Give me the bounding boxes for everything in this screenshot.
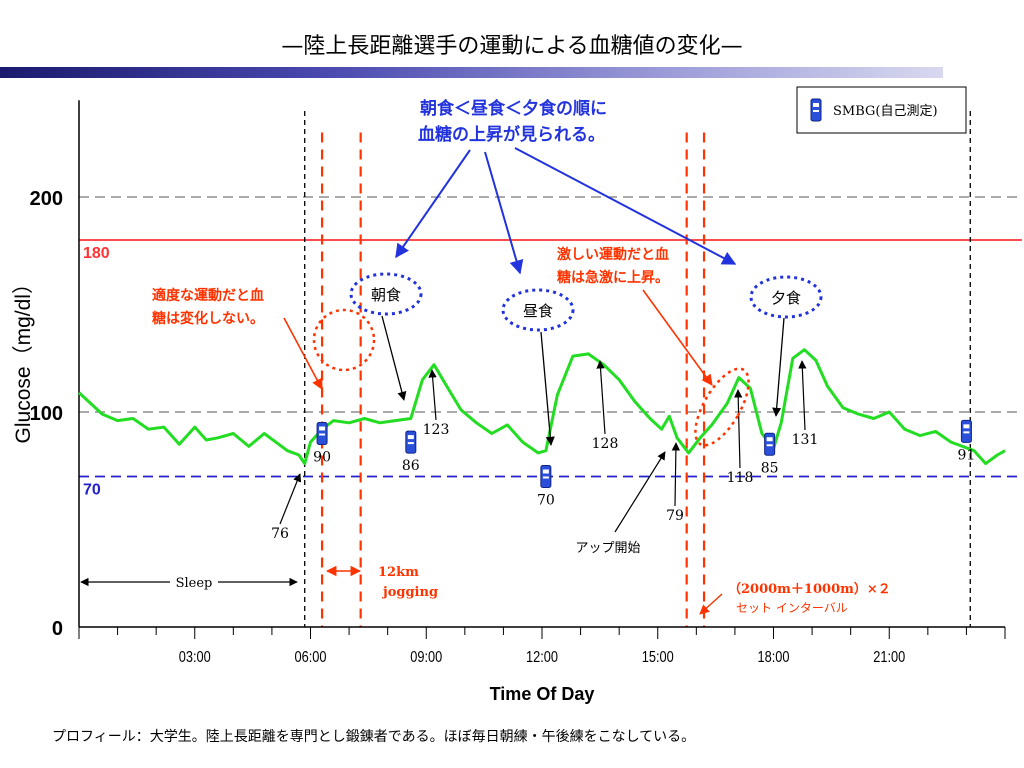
x-tick-label: 18:00 [758, 649, 790, 667]
intense-note-line2: 糖は急激に上昇。 [557, 269, 669, 286]
meal-trend-note-line2: 血糖の上昇が見られる。 [418, 124, 605, 145]
meal-ellipse [349, 272, 423, 316]
moderate-exercise-ellipse [312, 308, 376, 372]
smbg-meter-button [407, 442, 414, 445]
x-axis-title: Time Of Day [490, 684, 595, 704]
intense-note-arrow [642, 289, 713, 386]
title-bar [0, 67, 943, 78]
peak-value-label: 123 [423, 422, 450, 438]
grid-layer: 180 70 [79, 196, 1022, 499]
y-tick-label: 200 [30, 188, 63, 210]
peak-value-label: 79 [666, 508, 684, 524]
x-tick-label: 09:00 [410, 649, 442, 667]
profile-footer: プロフィール：大学生。陸上長距離を専門とし鍛錬者である。ほぼ毎日朝練・午後練をこ… [52, 729, 696, 745]
smbg-meter-screen [542, 469, 549, 474]
moderate-note-arrow [283, 317, 323, 390]
smbg-meter-button [319, 433, 326, 436]
peak-value-label: 76 [271, 526, 289, 542]
smbg-value-label: 70 [537, 493, 555, 509]
smbg-meter-button [542, 476, 549, 479]
series-layer [77, 348, 1006, 488]
jogging-distance: 12km [378, 565, 419, 580]
glucose-chart: 180 70 03:00 06:00 09:00 12:00 15:00 18:00 21:0… [12, 86, 1022, 704]
meal-arrow [772, 317, 785, 417]
peak-value-label: 118 [727, 470, 754, 486]
smbg-value-label: 85 [761, 460, 779, 476]
ref-label-70: 70 [83, 482, 101, 499]
interval-sub-label: セット インターバル [736, 601, 848, 615]
smbg-meter-screen [319, 426, 326, 431]
meal-trend-note-line1: 朝食＜昼食＜夕食の順に [420, 98, 607, 119]
meal-trend-arrow [514, 147, 737, 265]
legend: SMBG(自己測定) [796, 86, 967, 134]
smbg-meter-button [766, 444, 773, 447]
intense-exercise-ellipse [694, 367, 750, 447]
smbg-value-label: 86 [402, 458, 420, 474]
x-tick-label: 12:00 [526, 649, 558, 667]
smbg-marker [960, 419, 972, 443]
smbg-value-label: 91 [958, 447, 976, 463]
meal-ellipse [749, 275, 823, 319]
smbg-marker [764, 432, 776, 456]
ref-label-180: 180 [83, 245, 110, 262]
smbg-meter-screen [766, 437, 773, 442]
warmup-label: アップ開始 [575, 541, 640, 556]
meal-trend-arrow [395, 149, 471, 259]
annotation-layer: SMBG(自己測定) [80, 86, 967, 615]
value-arrow [798, 360, 807, 431]
interval-main-label: （2000m＋1000m）×２ [728, 581, 891, 597]
value-arrow [671, 442, 681, 507]
x-tick-label: 21:00 [873, 649, 905, 667]
smbg-marker [405, 430, 417, 454]
value-arrow [279, 473, 302, 525]
value-arrow [733, 389, 743, 469]
meal-label: 朝食 [371, 286, 401, 304]
jogging-label: jogging [382, 585, 438, 600]
meal-label: 夕食 [771, 289, 801, 307]
moderate-note-line1: 適度な運動だと血 [152, 287, 264, 304]
smbg-marker [316, 422, 328, 445]
y-axis-title: Glucose（mg/dl） [12, 273, 35, 443]
legend-smbg-icon [810, 98, 822, 122]
meal-trend-arrow [484, 151, 524, 275]
legend-box [796, 86, 967, 134]
smbg-meter-screen [407, 435, 414, 440]
smbg-value-label: 90 [313, 450, 331, 466]
smbg-meter-button [813, 110, 819, 112]
meal-ellipse [501, 288, 575, 332]
legend-label: SMBG(自己測定) [833, 104, 938, 119]
x-tick-label: 03:00 [179, 649, 211, 667]
axes-layer: 03:00 06:00 09:00 12:00 15:00 18:00 21:00 0 100 2… [12, 100, 1006, 704]
meal-label: 昼食 [523, 302, 553, 320]
smbg-meter-button [963, 431, 970, 434]
moderate-note-line2: 糖は変化しない。 [152, 310, 264, 327]
slide-title: —陸上長距離選手の運動による血糖値の変化— [281, 34, 743, 59]
meal-arrow [540, 331, 555, 446]
value-arrow [596, 360, 606, 435]
value-arrow [428, 369, 437, 421]
y-tick-label: 0 [52, 618, 63, 640]
smbg-marker [540, 465, 552, 488]
x-tick-label: 15:00 [642, 649, 674, 667]
meal-arrow [381, 315, 407, 401]
peak-value-label: 131 [792, 432, 819, 448]
label-layer: 90 86 70 85 91 76 123 128 79 118 131 朝食＜昼食＜夕食の順に血糖の… [152, 98, 975, 615]
glucose-line [77, 348, 1006, 466]
x-tick-label: 06:00 [295, 649, 327, 667]
sleep-label: Sleep [176, 576, 213, 591]
warmup-arrow [614, 451, 666, 533]
smbg-meter-screen [813, 103, 819, 107]
smbg-meter-screen [963, 424, 970, 429]
y-tick-label: 100 [30, 403, 63, 425]
intense-note-line1: 激しい運動だと血 [557, 246, 669, 263]
interval-arrow [699, 593, 723, 615]
peak-value-label: 128 [592, 436, 619, 452]
